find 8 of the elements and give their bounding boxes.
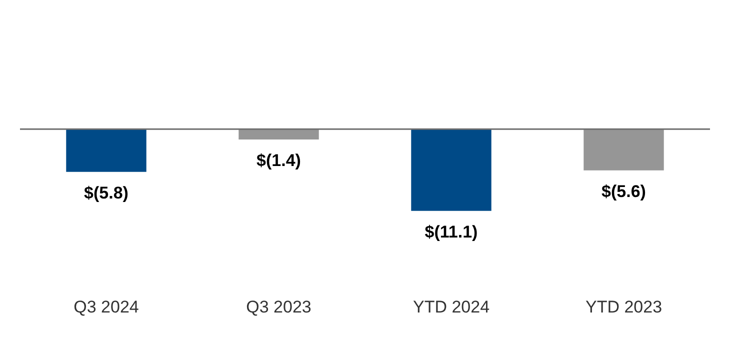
x-tick-label: YTD 2023	[585, 297, 662, 316]
data-label: $(1.4)	[256, 151, 301, 170]
x-tick-label: YTD 2024	[412, 297, 490, 316]
data-label: $(5.6)	[602, 182, 646, 202]
x-tick-label: Q3 2023	[246, 297, 312, 316]
data-label: $(5.8)	[84, 184, 128, 203]
x-tick-label: Q3 2024	[74, 297, 139, 316]
data-label: $(11.1)	[424, 222, 478, 242]
